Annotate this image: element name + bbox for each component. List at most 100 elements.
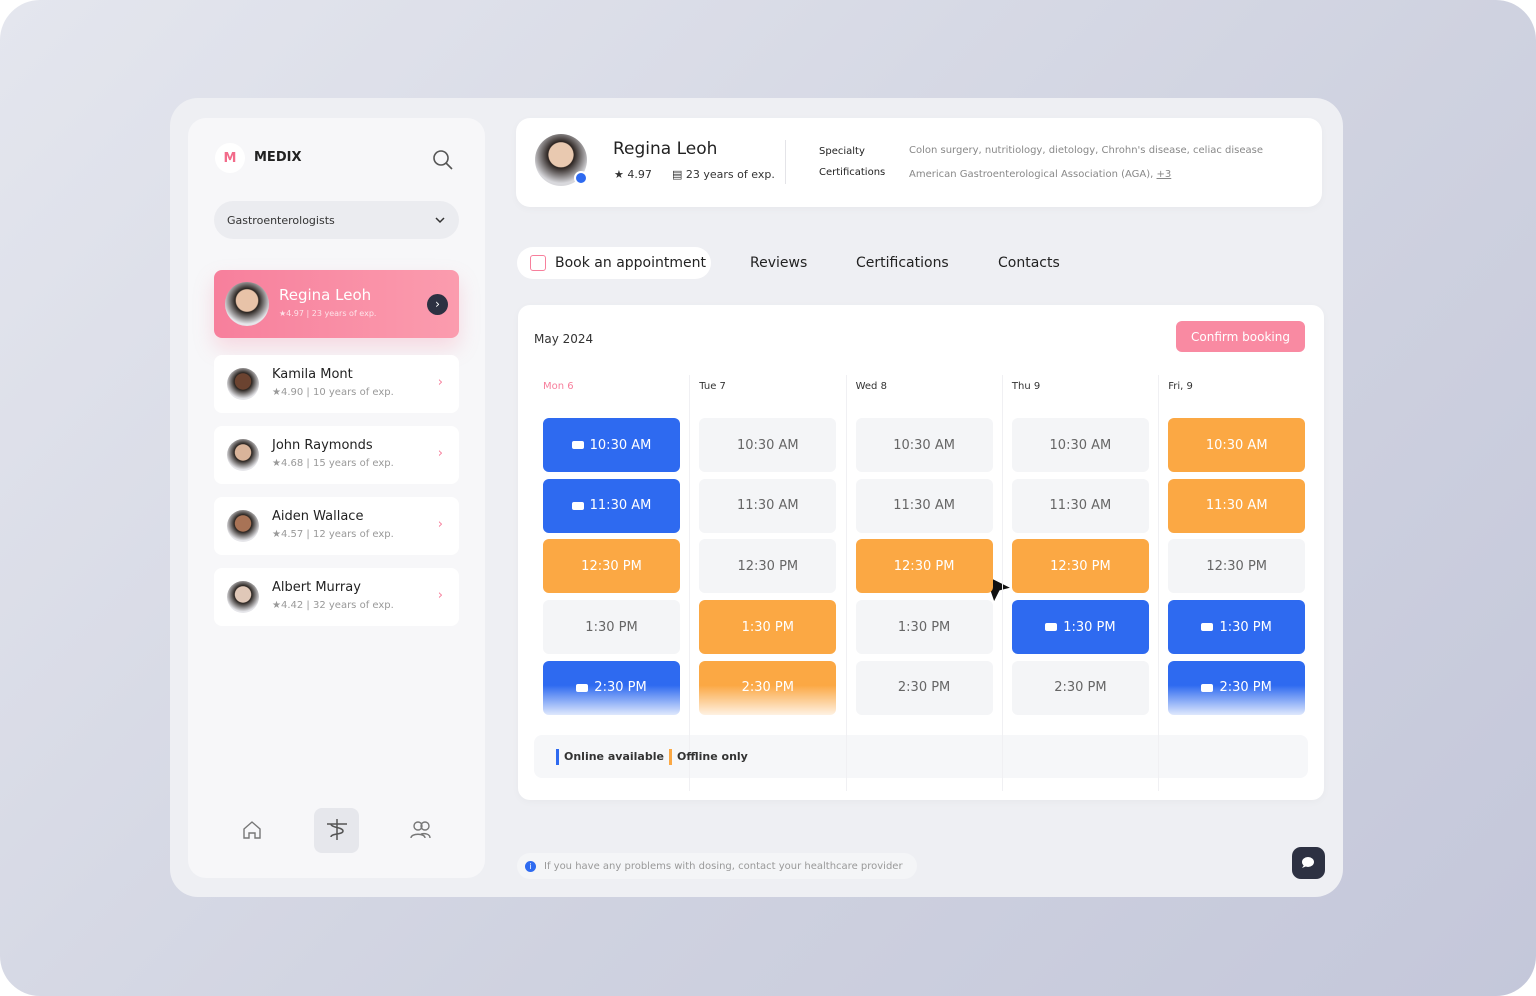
- slot-time: 12:30 PM: [1206, 558, 1268, 574]
- doctor-card[interactable]: Albert Murray ★4.42 | 32 years of exp. ›: [214, 568, 459, 626]
- slot-time: 10:30 AM: [1049, 437, 1112, 453]
- doctor-meta: ★4.97 | 23 years of exp.: [279, 309, 377, 318]
- time-slot: 12:30 PM: [699, 539, 837, 594]
- legend-item: Offline only: [669, 749, 748, 765]
- tab[interactable]: Book an appointment: [517, 247, 711, 279]
- doctor-experience: 12 years of exp.: [312, 529, 394, 540]
- doctor-name: Regina Leoh: [279, 286, 372, 304]
- more-link[interactable]: +3: [1156, 169, 1172, 180]
- time-slot[interactable]: 11:30 AM: [1168, 478, 1306, 533]
- certifications-value: American Gastroenterological Association…: [909, 169, 1154, 180]
- chevron[interactable]: ›: [427, 294, 448, 315]
- specialty-label: Specialty: [819, 146, 865, 157]
- video-icon: [576, 683, 589, 692]
- doctor-card[interactable]: Kamila Mont ★4.90 | 10 years of exp. ›: [214, 355, 459, 413]
- doctor-avatar: [225, 282, 269, 326]
- time-slot: 11:30 AM: [855, 478, 993, 533]
- chevron[interactable]: ›: [437, 517, 443, 532]
- time-slot: 10:30 AM: [855, 418, 993, 472]
- rating-value: 4.97: [627, 168, 652, 181]
- time-slot[interactable]: 2:30 PM: [699, 660, 837, 715]
- time-slot[interactable]: 10:30 AM: [543, 418, 680, 472]
- slot-time: 12:30 PM: [1050, 558, 1111, 574]
- certifications-text: American Gastroenterological Association…: [909, 169, 1171, 180]
- time-slot[interactable]: 1:30 PM: [1011, 600, 1149, 655]
- day-label: Wed 8: [855, 381, 887, 392]
- time-slot: 11:30 AM: [699, 478, 837, 533]
- tab[interactable]: Contacts: [998, 247, 1060, 279]
- doctor-meta: ★4.42 | 32 years of exp.: [272, 600, 394, 611]
- online-dot: [574, 171, 588, 185]
- chevron[interactable]: ›: [437, 446, 443, 461]
- doctor-avatar: [227, 581, 259, 613]
- column-divider: [1158, 375, 1160, 791]
- doctor-card[interactable]: Aiden Wallace ★4.57 | 12 years of exp. ›: [214, 497, 459, 555]
- people-icon[interactable]: [408, 818, 434, 842]
- slot-time: 11:30 AM: [1205, 498, 1268, 514]
- doctor-meta: ★4.57 | 12 years of exp.: [272, 529, 394, 540]
- video-icon: [1201, 623, 1214, 632]
- doctor-meta: ★4.90 | 10 years of exp.: [272, 387, 394, 398]
- column-divider: [1001, 375, 1003, 791]
- doctor-card[interactable]: John Raymonds ★4.68 | 15 years of exp. ›: [214, 426, 459, 484]
- divider: [785, 140, 786, 184]
- dropdown-icon: [435, 217, 445, 224]
- doctor-name: Albert Murray: [272, 580, 361, 595]
- tab-label: Certifications: [856, 255, 949, 271]
- search-icon[interactable]: [432, 149, 454, 171]
- doctor-experience: 23 years of exp.: [311, 309, 377, 318]
- doctor-experience: 32 years of exp.: [312, 600, 394, 611]
- time-slot[interactable]: 1:30 PM: [699, 600, 837, 655]
- tab-label: Reviews: [750, 255, 808, 271]
- medical-icon[interactable]: [324, 816, 350, 842]
- doctor-rating: 4.42: [280, 600, 304, 611]
- filter-select[interactable]: Gastroenterologists: [214, 201, 459, 239]
- doctor-name: John Raymonds: [272, 438, 373, 453]
- doctor-experience: 15 years of exp.: [312, 458, 394, 469]
- time-slot[interactable]: 2:30 PM: [543, 660, 680, 715]
- chevron[interactable]: ›: [437, 588, 443, 603]
- tab[interactable]: Reviews: [750, 247, 807, 279]
- slot-time: 1:30 PM: [897, 619, 951, 635]
- slot-time: 10:30 AM: [893, 437, 955, 453]
- calendar-month: May 2024: [534, 332, 594, 346]
- tab-label: Contacts: [998, 255, 1060, 271]
- video-icon: [571, 441, 584, 449]
- slot-time: 10:30 AM: [736, 437, 799, 453]
- video-icon: [1201, 683, 1214, 692]
- time-slot: 10:30 AM: [699, 418, 837, 472]
- filter-text: Gastroenterologists: [227, 213, 335, 227]
- time-slot[interactable]: 11:30 AM: [543, 478, 680, 533]
- day-label: Fri, 9: [1168, 381, 1193, 392]
- confirm-button[interactable]: Confirm booking: [1176, 321, 1305, 352]
- profile-card: [516, 118, 1322, 207]
- notice: i If you have any problems with dosing, c…: [517, 853, 917, 879]
- time-slot: 10:30 AM: [1011, 418, 1149, 472]
- day-label: Mon 6: [543, 381, 574, 392]
- doctor-rating: 4.68: [280, 458, 304, 469]
- time-slot[interactable]: 2:30 PM: [1168, 660, 1306, 715]
- slot-time: 12:30 PM: [893, 558, 955, 574]
- tab[interactable]: Certifications: [856, 247, 949, 279]
- time-slot[interactable]: 12:30 PM: [855, 539, 993, 594]
- time-slot[interactable]: 12:30 PM: [543, 539, 680, 594]
- time-slot[interactable]: 12:30 PM: [1011, 539, 1149, 594]
- doctor-rating: 4.90: [280, 387, 304, 398]
- slot-time: 1:30 PM: [741, 619, 794, 635]
- time-slot: 12:30 PM: [1168, 539, 1306, 594]
- time-slot[interactable]: 1:30 PM: [1168, 600, 1306, 655]
- logo-text: MEDIX: [254, 150, 302, 165]
- slot-time: 11:30 AM: [589, 498, 652, 514]
- chat-button[interactable]: [1292, 847, 1325, 879]
- slot-time: 10:30 AM: [1205, 437, 1268, 453]
- doctor-name: Aiden Wallace: [272, 509, 364, 524]
- tab-label: Book an appointment: [555, 255, 706, 271]
- home-icon[interactable]: [240, 818, 264, 842]
- chevron[interactable]: ›: [437, 375, 443, 390]
- time-slot[interactable]: 10:30 AM: [1168, 418, 1306, 472]
- chat-icon: [1302, 857, 1314, 868]
- experience-value: 23 years of exp.: [685, 168, 775, 181]
- doctor-card[interactable]: Regina Leoh ★4.97 | 23 years of exp. ›: [214, 270, 459, 338]
- time-slot: 2:30 PM: [1011, 660, 1149, 715]
